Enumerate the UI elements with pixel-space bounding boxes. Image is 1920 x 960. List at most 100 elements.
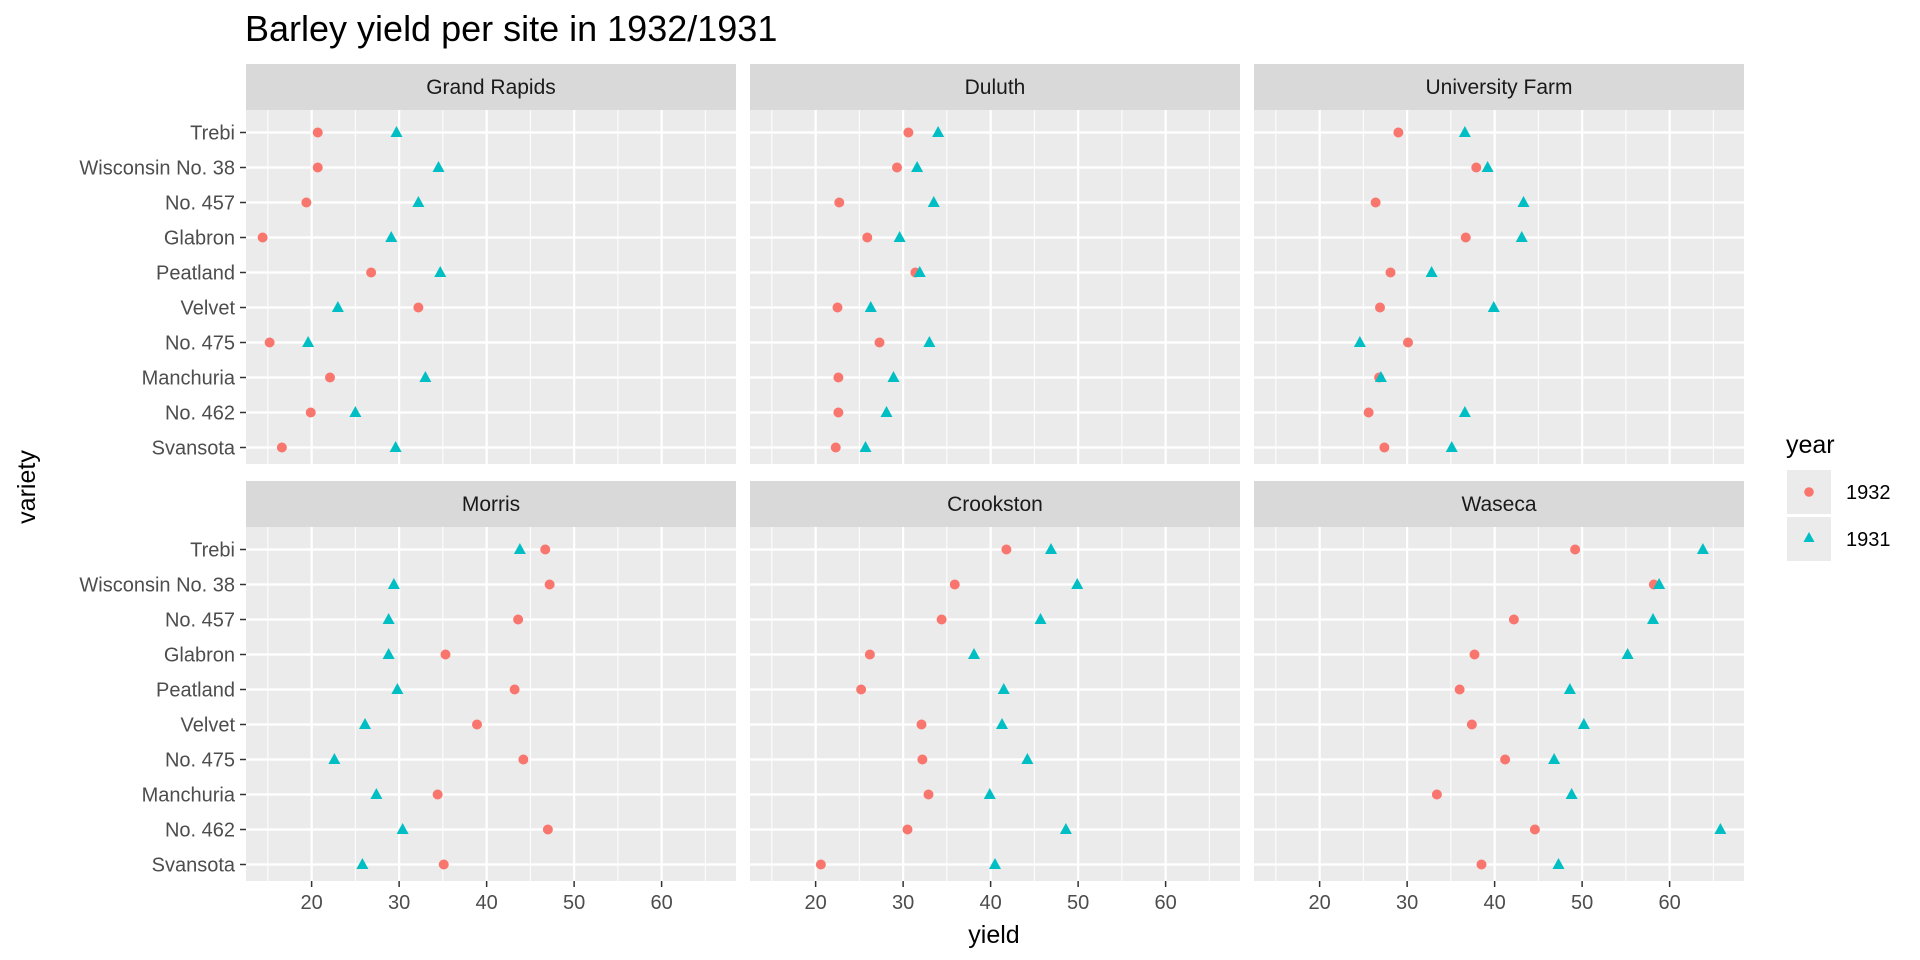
point-1932-morris-trebi — [540, 544, 551, 555]
point-1932-university-farm-no-475 — [1403, 337, 1413, 348]
point-1931-grand-rapids-manchuria — [419, 371, 432, 382]
point-1932-waseca-velvet — [1466, 719, 1477, 730]
point-1931-duluth-svansota — [859, 441, 872, 452]
x-tick-label: 60 — [1155, 892, 1177, 914]
point-1932-university-farm-velvet — [1375, 302, 1385, 313]
point-1931-morris-no-475 — [328, 753, 341, 764]
point-1932-grand-rapids-velvet — [413, 302, 424, 313]
point-1932-grand-rapids-glabron — [257, 232, 268, 243]
strip-crookston — [750, 481, 1240, 527]
point-1932-crookston-peatland — [856, 684, 867, 695]
point-1932-waseca-svansota — [1476, 859, 1487, 870]
panel-morris: Morris Trebi Wisconsin No. 38 No. 457 Glabro… — [79, 481, 736, 914]
x-tick-label: 50 — [1067, 892, 1089, 914]
point-1932-duluth-wisconsin-no-38 — [892, 162, 902, 173]
point-1932-morris-no-475 — [518, 754, 529, 765]
y-tick-label-no-475: No. 475 — [165, 750, 235, 772]
panel-university-farm: University Farm — [1254, 64, 1744, 464]
point-1931-university-farm-wisconsin-no-38 — [1481, 161, 1494, 172]
y-tick-label-wisconsin-no-38: Wisconsin No. 38 — [79, 575, 235, 597]
strip-duluth — [750, 64, 1240, 110]
point-1931-grand-rapids-trebi — [390, 126, 403, 137]
legend-key-1931-triangle — [1803, 532, 1815, 542]
point-1931-crookston-trebi — [1045, 543, 1057, 554]
legend-label-1932: 1932 — [1846, 482, 1891, 504]
facet-panels: Grand Rapids Trebi Wisconsin No. 38 No. 457… — [79, 64, 1744, 914]
panel-grand-rapids: Grand Rapids Trebi Wisconsin No. 38 No. 457… — [79, 64, 736, 464]
point-1931-duluth-no-462 — [880, 406, 893, 417]
point-1932-waseca-no-457 — [1508, 614, 1519, 625]
point-1932-waseca-manchuria — [1431, 789, 1442, 800]
panel-duluth: Duluth — [750, 64, 1240, 464]
x-axis-title: yield — [968, 921, 1019, 949]
y-tick-label-no-457: No. 457 — [165, 610, 235, 632]
y-tick-label-trebi: Trebi — [190, 540, 235, 562]
point-1931-crookston-no-457 — [1034, 613, 1047, 624]
point-1931-waseca-peatland — [1563, 683, 1576, 694]
point-1932-crookston-wisconsin-no-38 — [949, 579, 960, 590]
strip-label-waseca: Waseca — [1461, 493, 1536, 516]
point-1932-crookston-trebi — [1001, 544, 1012, 555]
strip-label-crookston: Crookston — [947, 493, 1043, 516]
y-tick-label-svansota: Svansota — [152, 855, 236, 877]
point-1931-university-farm-peatland — [1425, 266, 1438, 277]
point-1931-crookston-no-462 — [1059, 823, 1072, 834]
point-1932-waseca-peatland — [1454, 684, 1465, 695]
point-1932-duluth-no-457 — [834, 197, 845, 208]
point-1931-grand-rapids-no-462 — [349, 406, 362, 417]
y-tick-label-trebi: Trebi — [190, 123, 235, 145]
point-1931-duluth-peatland — [913, 266, 926, 277]
point-1932-morris-manchuria — [432, 789, 443, 800]
point-1931-duluth-trebi — [932, 126, 945, 137]
point-1932-waseca-trebi — [1570, 544, 1581, 555]
point-1931-university-farm-manchuria — [1374, 371, 1387, 382]
panel-waseca: Waseca 20 30 40 50 60 — [1254, 481, 1744, 914]
point-1931-morris-peatland — [391, 683, 404, 694]
panel-bg-duluth — [750, 110, 1240, 464]
strip-waseca — [1254, 481, 1744, 527]
point-1932-grand-rapids-no-457 — [301, 197, 312, 208]
point-1931-waseca-no-462 — [1714, 823, 1727, 834]
point-1932-duluth-velvet — [832, 302, 843, 313]
point-1931-grand-rapids-svansota — [389, 441, 402, 452]
point-1932-morris-no-457 — [513, 614, 524, 625]
point-1931-duluth-no-475 — [923, 336, 936, 347]
point-1931-waseca-wisconsin-no-38 — [1653, 578, 1666, 589]
point-1932-university-farm-svansota — [1379, 442, 1390, 453]
x-tick-label: 50 — [1571, 892, 1593, 914]
point-1932-duluth-no-475 — [874, 337, 885, 348]
y-tick-label-no-462: No. 462 — [165, 820, 235, 842]
x-tick-label: 30 — [892, 892, 914, 914]
point-1931-morris-no-462 — [396, 823, 409, 834]
point-1931-waseca-no-475 — [1548, 753, 1561, 764]
point-1931-grand-rapids-peatland — [434, 266, 447, 277]
y-tick-label-glabron: Glabron — [164, 228, 235, 250]
point-1932-duluth-svansota — [830, 442, 841, 453]
point-1932-duluth-manchuria — [833, 372, 844, 383]
point-1932-grand-rapids-svansota — [276, 442, 287, 453]
point-1931-university-farm-no-457 — [1517, 196, 1530, 207]
chart-title: Barley yield per site in 1932/1931 — [245, 8, 777, 49]
point-1932-grand-rapids-trebi — [312, 127, 323, 138]
legend-title: year — [1786, 431, 1835, 459]
panel-crookston: Crookston 20 30 40 50 60 — [750, 481, 1240, 914]
y-tick-label-glabron: Glabron — [164, 645, 235, 667]
strip-label-grand-rapids: Grand Rapids — [426, 76, 556, 99]
point-1931-duluth-wisconsin-no-38 — [911, 161, 924, 172]
x-tick-label: 50 — [563, 892, 585, 914]
point-1932-morris-velvet — [472, 719, 482, 730]
point-1931-crookston-svansota — [989, 858, 1001, 869]
point-1932-waseca-no-475 — [1500, 754, 1511, 765]
point-1932-morris-glabron — [440, 649, 451, 660]
point-1932-duluth-glabron — [862, 232, 873, 243]
point-1931-morris-svansota — [356, 858, 369, 869]
point-1931-waseca-glabron — [1621, 648, 1634, 659]
point-1931-crookston-manchuria — [983, 788, 996, 799]
point-1932-university-farm-peatland — [1385, 267, 1396, 278]
point-1932-crookston-svansota — [815, 859, 826, 870]
point-1932-crookston-glabron — [864, 649, 875, 660]
y-tick-label-no-457: No. 457 — [165, 193, 235, 215]
point-1932-waseca-no-462 — [1529, 824, 1540, 835]
point-1931-morris-no-457 — [382, 613, 395, 624]
